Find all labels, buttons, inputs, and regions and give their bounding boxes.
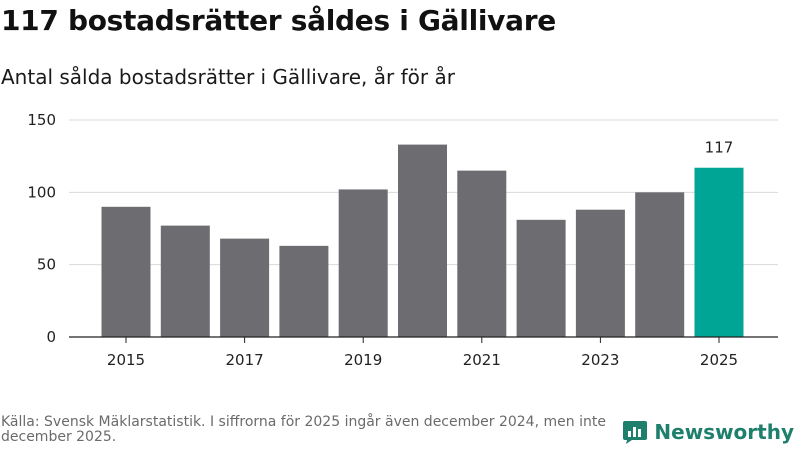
brand-name: Newsworthy	[654, 420, 794, 444]
y-tick-label-0: 0	[46, 328, 56, 346]
data-label-2025: 117	[705, 139, 734, 157]
x-tick-label-2019: 2019	[344, 351, 382, 369]
bar-2019	[338, 189, 388, 337]
bar-2021	[457, 170, 507, 337]
bar-2017	[220, 238, 270, 337]
chart-title: 117 bostadsrätter såldes i Gällivare	[1, 4, 556, 37]
bar-2018	[279, 245, 329, 337]
brand-logo: Newsworthy	[622, 419, 794, 445]
bar-2016	[160, 225, 210, 337]
bar-2025	[694, 167, 744, 337]
newsworthy-logo-icon	[623, 421, 648, 444]
x-tick-label-2015: 2015	[107, 351, 145, 369]
bar-2022	[516, 219, 566, 337]
bar-2020	[398, 144, 447, 337]
bar-2023	[575, 209, 625, 337]
bar-chart: 0 50 100 150 2015 2017 2019 2021 2023 2025 117	[27, 111, 778, 369]
x-tick-label-2021: 2021	[463, 351, 501, 369]
bar-2015	[101, 206, 151, 337]
x-tick-label-2023: 2023	[581, 351, 619, 369]
x-tick-label-2025: 2025	[700, 351, 738, 369]
y-tick-label-150: 150	[27, 111, 56, 129]
y-tick-label-100: 100	[27, 183, 56, 201]
bar-2024	[635, 192, 685, 337]
source-note: Källa: Svensk Mäklarstatistik. I siffror…	[1, 414, 606, 445]
x-tick-label-2017: 2017	[226, 351, 264, 369]
y-tick-label-50: 50	[37, 256, 56, 274]
chart-subtitle: Antal sålda bostadsrätter i Gällivare, å…	[1, 65, 455, 89]
